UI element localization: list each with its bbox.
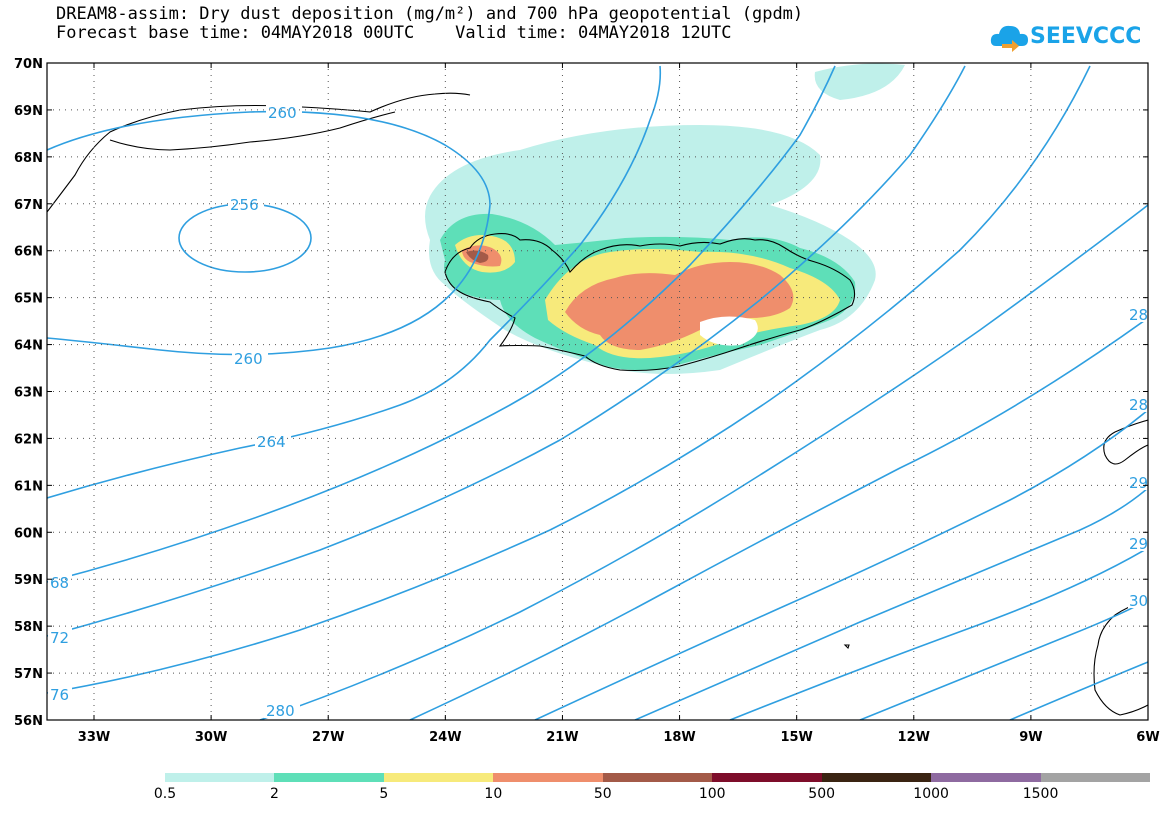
legend-label: 100 (698, 786, 726, 802)
contour-label: 260 (268, 104, 297, 122)
contour-260-north (47, 110, 491, 356)
map-title: DREAM8-assim: Dry dust deposition (mg/m²… (56, 4, 804, 24)
contour-304 (1009, 661, 1148, 720)
contour-284 (409, 317, 1148, 720)
contour-label: 280 (266, 702, 295, 720)
coast-faroes (843, 644, 850, 650)
contour-264 (47, 65, 662, 499)
axis-ticks (47, 62, 1149, 721)
lat-label: 59N (14, 573, 43, 588)
lon-label: 33W (78, 730, 110, 745)
geopotential-contours (47, 65, 1148, 720)
lon-label: 21W (546, 730, 578, 745)
legend-label: 0.5 (153, 786, 177, 802)
lat-label: 57N (14, 667, 43, 682)
color-legend (165, 773, 1150, 782)
legend-label: 10 (484, 786, 503, 802)
contour-272 (47, 65, 966, 637)
coast-scotland (1093, 599, 1148, 716)
seevccc-logo: SEEVCCC (990, 20, 1150, 58)
contour-256 (178, 203, 312, 273)
coast-greenland (47, 92, 471, 213)
legend-swatch (383, 773, 494, 782)
lat-label: 62N (14, 432, 43, 447)
contour-300 (859, 599, 1148, 720)
lon-label: 9W (1019, 730, 1042, 745)
coast-iceland (444, 233, 856, 372)
legend-label: 2 (269, 786, 279, 802)
lat-label: 58N (14, 620, 43, 635)
legend-swatch (1040, 773, 1150, 782)
legend-swatch (821, 773, 932, 782)
legend-label: 1000 (913, 786, 949, 802)
latitude-labels: 70N 69N 68N 67N 66N 65N 64N 63N 62N 61N 60N 59N 58N 5… (14, 57, 43, 729)
lat-label: 65N (14, 292, 43, 307)
contour-280 (259, 204, 1148, 720)
lat-label: 63N (14, 386, 43, 401)
lon-label: 30W (195, 730, 227, 745)
legend-label: 5 (379, 786, 389, 802)
contour-288 (534, 409, 1148, 720)
logo-text: SEEVCCC (1030, 24, 1142, 49)
contour-label: 72 (50, 629, 69, 647)
legend-swatch (165, 773, 275, 782)
legend-swatch (712, 773, 822, 782)
contour-label: 68 (50, 574, 69, 592)
legend-swatch (274, 773, 384, 782)
legend-swatch (602, 773, 713, 782)
legend-label: 50 (593, 786, 612, 802)
contour-label: 264 (257, 433, 286, 451)
contour-label: 256 (230, 196, 259, 214)
lon-label: 6W (1136, 730, 1159, 745)
coastline (47, 92, 1148, 716)
contour-label: 28 (1129, 396, 1148, 414)
lon-label: 18W (663, 730, 695, 745)
lat-label: 64N (14, 339, 43, 354)
lat-label: 70N (14, 57, 43, 72)
lat-label: 67N (14, 198, 43, 213)
lon-label: 27W (312, 730, 344, 745)
dust-deposition-field (425, 63, 905, 374)
contour-292 (634, 487, 1148, 720)
map-subtitle: Forecast base time: 04MAY2018 00UTC Vali… (56, 23, 732, 43)
lon-label: 15W (780, 730, 812, 745)
contour-label: 29 (1129, 535, 1148, 553)
contour-276 (47, 65, 1091, 694)
legend-label: 500 (808, 786, 836, 802)
longitude-labels: 33W 30W 27W 24W 21W 18W 15W 12W 9W 6W (78, 730, 1160, 745)
lat-label: 56N (14, 714, 43, 729)
legend-label: 1500 (1022, 786, 1059, 802)
contour-296 (729, 547, 1148, 720)
contour-label: 29 (1129, 474, 1148, 492)
lat-label: 68N (14, 151, 43, 166)
lat-label: 69N (14, 104, 43, 119)
coast-greenland-inner (109, 111, 396, 151)
contour-268 (47, 65, 836, 583)
cloud-icon (990, 25, 1028, 52)
contour-label: 30 (1129, 592, 1148, 610)
contour-label: 28 (1129, 306, 1148, 324)
lat-label: 66N (14, 245, 43, 260)
lon-label: 12W (898, 730, 930, 745)
lon-label: 24W (429, 730, 461, 745)
lat-label: 61N (14, 479, 43, 494)
lat-label: 60N (14, 526, 43, 541)
contour-label: 76 (50, 686, 69, 704)
legend-swatch (931, 773, 1041, 782)
legend-swatch (493, 773, 603, 782)
contour-label: 260 (234, 350, 263, 368)
map-panel: 260 256 260 264 280 68 72 76 28 28 29 29… (14, 57, 1160, 745)
dust-clear-gap (700, 316, 758, 346)
